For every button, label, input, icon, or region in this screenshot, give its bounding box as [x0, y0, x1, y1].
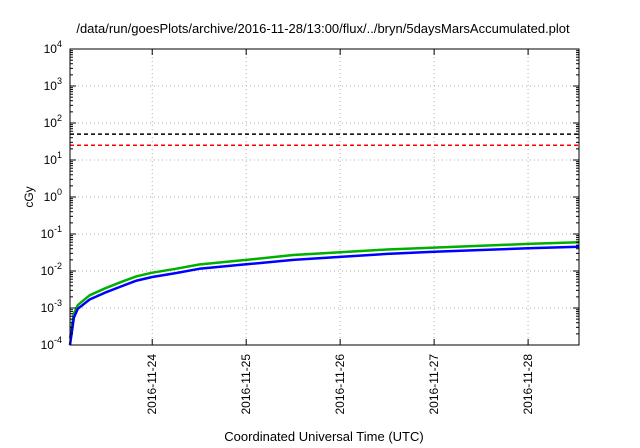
chart-title: /data/run/goesPlots/archive/2016-11-28/1… — [76, 21, 570, 36]
x-tick-label: 2016-11-28 — [521, 354, 535, 415]
y-tick-label: 103 — [44, 76, 62, 93]
y-tick-label: 10-4 — [41, 335, 62, 352]
x-axis: 2016-11-24 2016-11-25 2016-11-26 2016-11-27… — [145, 49, 535, 415]
y-tick-label: 100 — [44, 187, 62, 204]
y-axis: 10-4 10-3 10-2 10-1 100 101 102 103 104 — [41, 39, 579, 352]
reference-lines — [70, 133, 579, 147]
x-tick-label: 2016-11-26 — [333, 354, 347, 415]
y-tick-label: 102 — [44, 113, 62, 130]
y-tick-label: 10-2 — [41, 261, 62, 278]
y-tick-label: 104 — [44, 39, 62, 56]
series-group — [68, 240, 580, 346]
y-tick-label: 10-1 — [41, 224, 62, 241]
x-tick-label: 2016-11-25 — [239, 354, 253, 415]
series-line — [68, 245, 580, 346]
y-axis-label: cGy — [22, 186, 36, 207]
y-tick-label: 101 — [44, 150, 62, 167]
y-tick-label: 10-3 — [41, 298, 62, 315]
x-tick-label: 2016-11-27 — [427, 354, 441, 415]
x-axis-label: Coordinated Universal Time (UTC) — [224, 429, 423, 444]
x-tick-label: 2016-11-24 — [145, 354, 159, 415]
series-line — [68, 240, 580, 339]
grid — [70, 49, 579, 345]
